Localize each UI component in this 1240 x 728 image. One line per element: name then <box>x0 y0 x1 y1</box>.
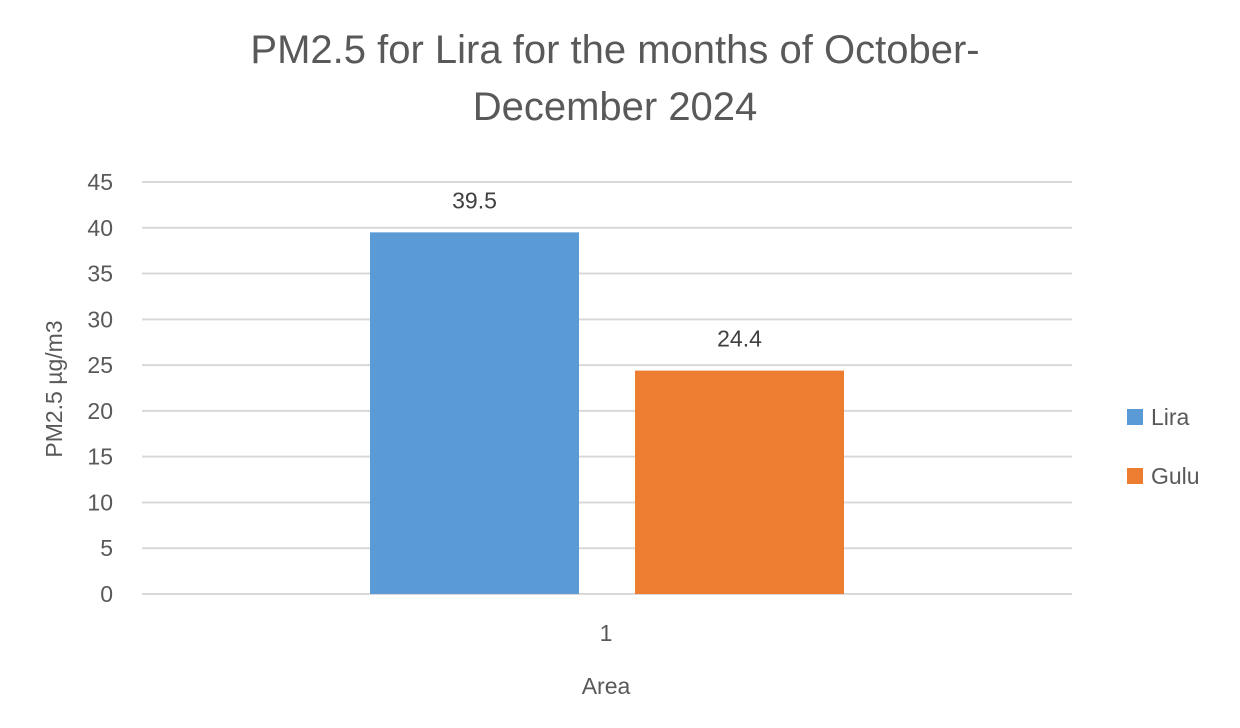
chart-title-line-1: PM2.5 for Lira for the months of October… <box>250 28 979 72</box>
bars <box>370 232 844 594</box>
x-axis-title: Area <box>582 673 631 699</box>
legend-swatch-lira <box>1127 409 1143 425</box>
y-tick-label: 45 <box>87 169 113 195</box>
gridlines <box>142 181 1072 595</box>
x-tick-label: 1 <box>600 620 613 646</box>
y-tick-label: 0 <box>100 581 113 607</box>
data-label-gulu: 24.4 <box>717 326 762 352</box>
bar-lira <box>370 232 579 594</box>
y-tick-label: 35 <box>87 261 113 287</box>
data-labels: 39.5 24.4 <box>452 187 762 351</box>
bar-gulu <box>635 370 844 594</box>
y-tick-label: 20 <box>87 398 113 424</box>
chart-title-line-2: December 2024 <box>473 85 758 129</box>
y-axis-title: PM2.5 µg/m3 <box>41 320 67 457</box>
y-axis-tick-labels: 0 5 10 15 20 25 30 35 40 45 <box>87 169 113 607</box>
legend-swatch-gulu <box>1127 468 1143 484</box>
y-tick-label: 40 <box>87 215 113 241</box>
y-tick-label: 5 <box>100 535 113 561</box>
y-tick-label: 15 <box>87 444 113 470</box>
legend: Lira Gulu <box>1127 404 1200 489</box>
y-tick-label: 10 <box>87 489 113 515</box>
data-label-lira: 39.5 <box>452 187 497 213</box>
y-tick-label: 30 <box>87 306 113 332</box>
y-tick-label: 25 <box>87 352 113 378</box>
legend-label-lira: Lira <box>1151 404 1190 430</box>
legend-label-gulu: Gulu <box>1151 463 1200 489</box>
